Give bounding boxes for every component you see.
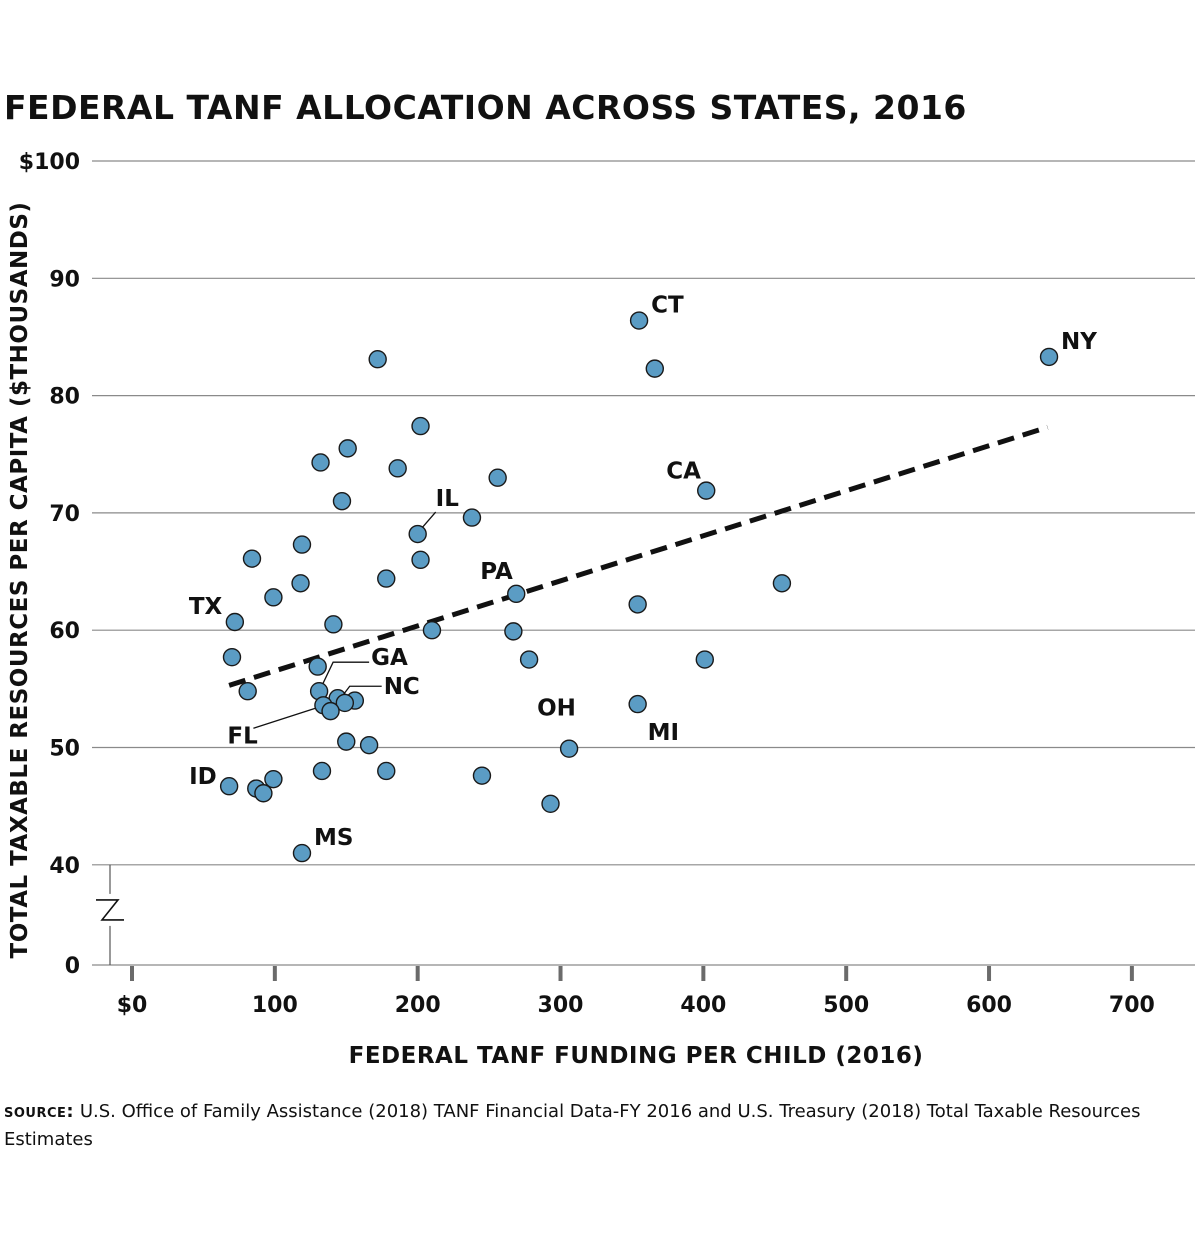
x-tick-label: 500 [823,993,869,1018]
data-point [324,615,343,634]
point-label-il: IL [436,486,460,512]
trendline [228,424,1049,688]
point-label-ms: MS [314,825,353,851]
data-point [772,574,792,593]
data-point [254,784,273,803]
point-label-ga: GA [371,645,408,671]
trendline-layer [228,424,1049,688]
data-point [359,735,379,755]
data-point-ca [697,481,716,500]
point-label-pa: PA [480,559,513,585]
x-tick-label: 400 [680,993,726,1018]
x-tick-label: 100 [252,993,298,1018]
label-leader-ga [322,661,370,684]
y-tick-label: 40 [49,854,80,879]
data-point [377,761,396,781]
data-point [541,794,560,814]
point-label-nc: NC [384,674,420,700]
data-point-ny [1039,347,1059,367]
data-point [264,588,283,607]
data-point-ct [629,311,649,330]
y-tick-label: 0 [65,954,80,979]
y-tick-label: $100 [19,150,80,175]
source-text: U.S. Office of Family Assistance (2018) … [4,1101,1141,1150]
data-point [338,439,357,458]
data-point [488,468,507,487]
point-label-id: ID [189,764,217,790]
label-leader-nc [343,685,382,695]
x-tick-label: $0 [117,993,148,1018]
data-point [291,574,310,593]
data-point-id [219,777,239,796]
point-label-ny: NY [1061,329,1097,355]
axis-break-marker [96,899,124,921]
y-axis-label: TOTAL TAXABLE RESOURCES PER CAPITA ($THO… [7,202,33,959]
data-point [222,647,242,667]
chart-title: FEDERAL TANF ALLOCATION ACROSS STATES, 2… [4,88,967,127]
data-point [335,693,355,713]
data-point [308,657,327,676]
label-leader-fl [253,707,316,729]
x-tick-label: 200 [395,993,441,1018]
data-point [337,732,356,751]
data-point [242,549,262,568]
data-point [422,621,442,640]
data-point-mi [628,694,647,714]
x-axis-label: FEDERAL TANF FUNDING PER CHILD (2016) [349,1043,924,1069]
data-point [695,650,714,669]
data-point [264,769,283,789]
point-label-fl: FL [227,723,258,749]
x-tick-label: 700 [1109,993,1155,1018]
data-point [292,535,312,554]
data-point [377,569,396,588]
data-points [219,311,1059,863]
y-tick-label: 90 [49,267,80,292]
data-point-tx [225,612,245,632]
point-label-ca: CA [666,459,701,485]
data-point [388,459,407,478]
point-label-oh: OH [537,696,576,722]
x-tick-label: 300 [538,993,584,1018]
x-tick-label: 600 [966,993,1012,1018]
data-point [332,491,352,511]
data-point-ms [292,843,312,863]
data-point [645,359,664,378]
y-tick-label: 60 [49,619,80,644]
y-tick-label: 80 [49,385,80,410]
data-point [312,761,332,781]
data-point [321,701,340,721]
y-tick-label: 70 [49,502,80,527]
data-point [462,508,482,527]
point-label-ct: CT [651,293,684,319]
label-leader-il [422,511,437,528]
data-point-oh [519,650,539,669]
data-point-il [408,524,427,544]
point-label-mi: MI [648,720,679,746]
data-point [311,453,330,472]
source-note: source: U.S. Office of Family Assistance… [4,1098,1194,1154]
y-tick-label: 50 [49,737,80,762]
data-point [504,622,523,641]
point-labels: CT NY CA IL PA TX OH GA NC FL MI ID MS [189,293,1097,852]
data-point [411,416,430,436]
gridlines [92,160,1195,966]
data-point [628,595,647,614]
source-label: source: [4,1101,75,1122]
data-point [472,766,492,785]
point-label-tx: TX [189,594,223,620]
data-point [411,550,430,570]
data-point [238,681,257,701]
data-point-pa [507,584,526,604]
data-point [559,739,579,758]
data-point [368,350,387,369]
